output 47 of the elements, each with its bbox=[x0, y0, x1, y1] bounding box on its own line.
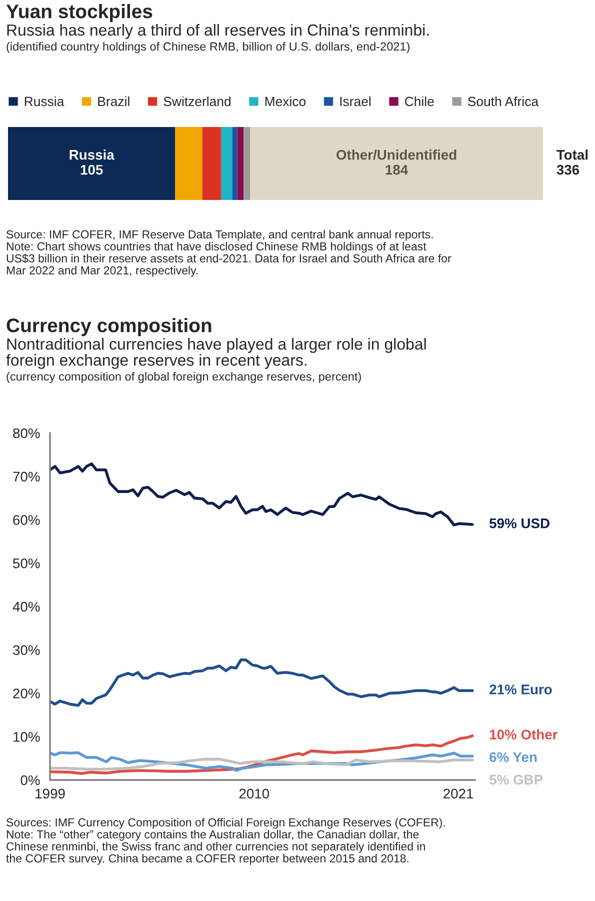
x-tick-label: 2021 bbox=[444, 788, 474, 799]
source-note: Sources: IMF Currency Composition of Official Foreign Exchange Reserves (COFER). Note: The “other” category contains the Australian dollar, the Canadian dollar, the Chinese renminbi, the Swiss franc and other currencies not separately identified in the COFER survey. China became a COFER reporter between 2015 and 2018. bbox=[6, 818, 445, 865]
legend-label: Chile bbox=[405, 96, 434, 106]
y-tick-label: 30% bbox=[13, 645, 40, 656]
text: (identified country holdings of Chinese RMB, billion of U.S. dollars, end-2021) bbox=[6, 42, 410, 54]
bar bbox=[175, 127, 202, 200]
legend-label: South Africa bbox=[468, 96, 539, 106]
y-tick-label: 80% bbox=[13, 428, 40, 438]
series-label: 21% Euro bbox=[490, 684, 552, 694]
y-tick-label: 70% bbox=[13, 472, 40, 482]
series-label: 5% GBP bbox=[489, 774, 543, 785]
series-label: 59% USD bbox=[489, 518, 550, 528]
legend-label: Israel bbox=[340, 96, 370, 106]
chart-subtitle: Russia has nearly a third of all reserves in China’s renminbi. bbox=[7, 24, 429, 39]
text: (currency composition of global foreign exchange reserves, percent) bbox=[6, 372, 361, 384]
line-series bbox=[50, 758, 474, 771]
series-label: 10% Other bbox=[490, 729, 558, 740]
chart-subtitle: Nontraditional currencies have played a larger role in global foreign exchange reserves in recent years. bbox=[6, 338, 426, 369]
y-tick-label: 0% bbox=[20, 775, 40, 786]
legend-label: Brazil bbox=[98, 96, 130, 106]
legend-label: Russia bbox=[24, 96, 64, 106]
line-series bbox=[50, 658, 474, 707]
source-note: Source: IMF COFER, IMF Reserve Data Template, and central bank annual reports. Note: Chart shows countries that have disclosed Chinese RMB holdings of at least US$3 billion in their reserve assets at end-2021. Data for Israel and South Africa are for Mar 2022 and Mar 2021, respectively. bbox=[6, 230, 452, 277]
y-tick-label: 10% bbox=[14, 732, 40, 742]
y-tick-label: 60% bbox=[13, 515, 40, 525]
y-tick-label: 50% bbox=[13, 558, 40, 568]
bar bbox=[237, 127, 244, 200]
bar bbox=[250, 127, 543, 200]
bar bbox=[221, 127, 233, 200]
total-label: Total 336 bbox=[556, 150, 588, 175]
bar bbox=[244, 127, 250, 200]
series-label: 6% Yen bbox=[490, 752, 537, 762]
line-series bbox=[50, 462, 474, 526]
bar bbox=[8, 127, 176, 200]
bar bbox=[202, 127, 222, 200]
bar bbox=[232, 127, 238, 200]
chart-title: Yuan stockpiles bbox=[6, 4, 152, 22]
line-series bbox=[50, 734, 474, 775]
y-tick-label: 20% bbox=[13, 688, 40, 698]
y-tick-label: 40% bbox=[12, 602, 40, 612]
data-label: Russia 105 bbox=[70, 150, 114, 175]
x-tick-label: 1999 bbox=[36, 788, 65, 799]
legend-label: Mexico bbox=[265, 96, 306, 106]
chart-title: Currency composition bbox=[6, 318, 212, 336]
data-label: Other/Unidentified 184 bbox=[336, 150, 456, 175]
legend-label: Switzerland bbox=[164, 96, 230, 106]
x-tick-label: 2010 bbox=[239, 788, 270, 799]
